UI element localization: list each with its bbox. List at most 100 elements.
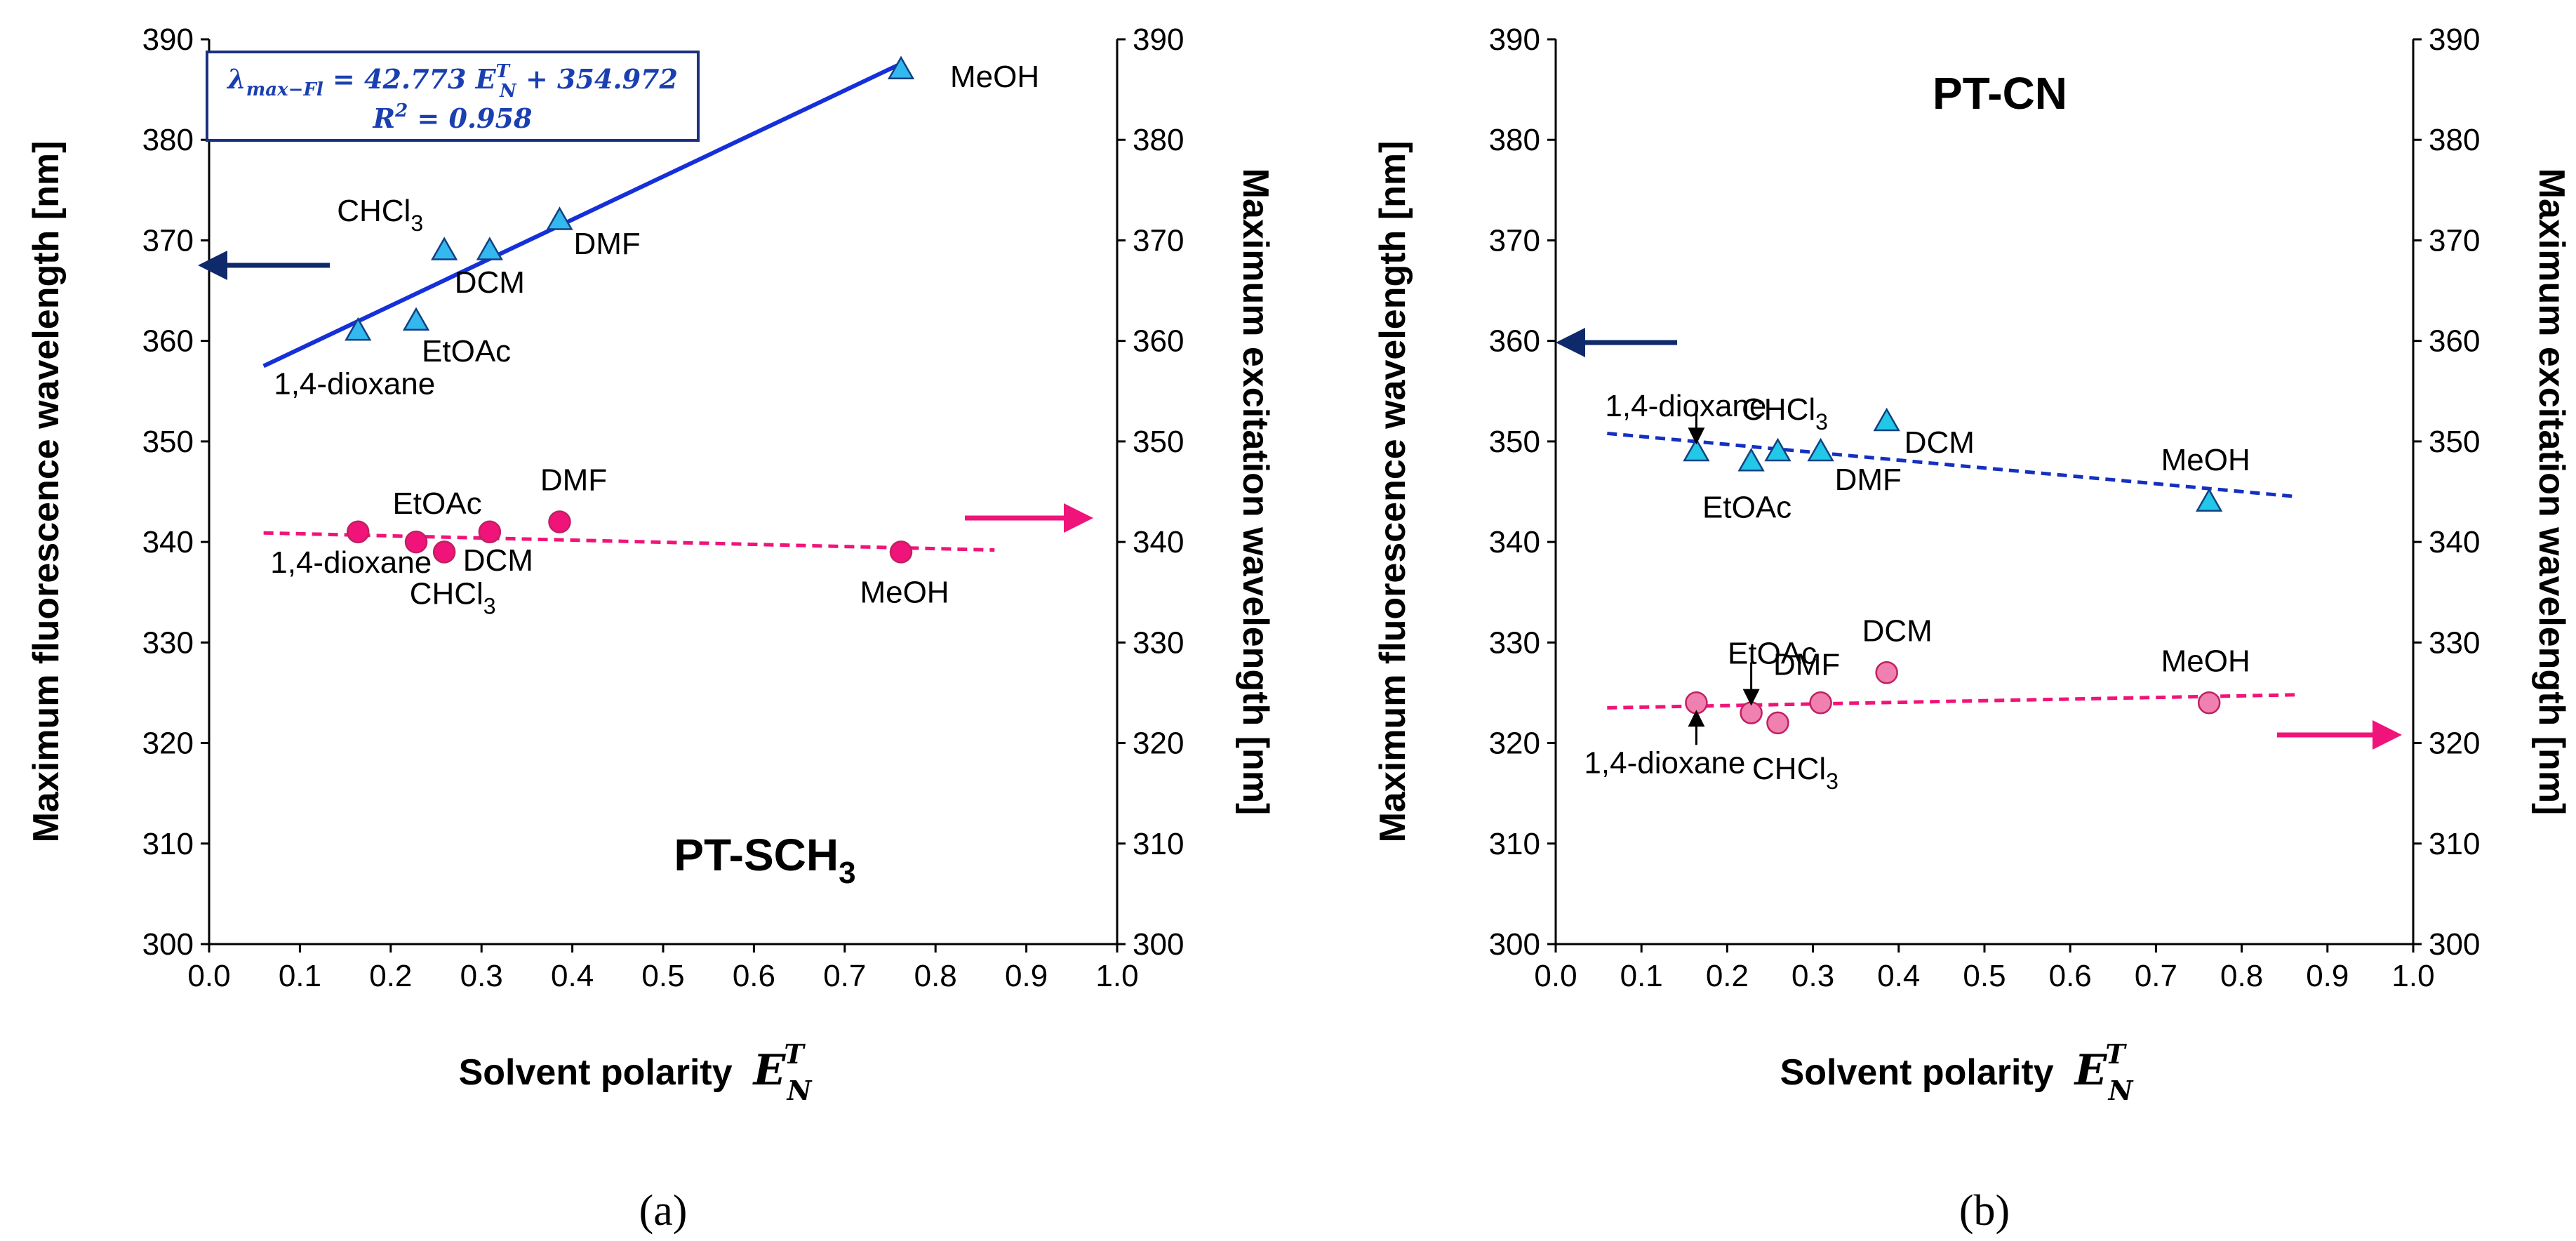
panel-letter: (a)	[639, 1187, 688, 1235]
y-tick-label-left: 370	[1489, 223, 1540, 258]
y-tick-label-right: 330	[1133, 625, 1184, 660]
point-label: MeOH	[950, 60, 1039, 94]
panel-letter: (b)	[1959, 1187, 2010, 1235]
y-tick-label-right: 390	[2429, 22, 2480, 57]
point-label: MeOH	[2161, 443, 2250, 477]
chart-panel-b: 300 300 310 310 320 320 330 330 340 340 350 350 360 3…	[1373, 22, 2572, 1235]
point-label: DMF	[1835, 463, 1902, 497]
point-label: CHCl3	[1752, 752, 1838, 794]
y-tick-label-left: 310	[142, 827, 194, 861]
data-point	[1766, 711, 1789, 735]
y-tick-label-left: 390	[142, 22, 194, 57]
data-point	[1873, 407, 1900, 432]
y-tick-label-left: 340	[1489, 525, 1540, 559]
x-tick-label: 0.7	[823, 959, 866, 993]
x-tick-label: 0.9	[2306, 959, 2349, 993]
panel-title: PT-SCH3	[674, 830, 855, 890]
y-tick-label-left: 360	[1489, 324, 1540, 359]
y-axis-title-left: Maximum fluorescence wavelength [nm]	[1373, 141, 1413, 843]
data-point	[1685, 691, 1708, 715]
point-label: DCM	[1904, 425, 1975, 460]
data-point	[402, 307, 430, 331]
y-tick-label-left: 380	[142, 123, 194, 157]
y-tick-label-right: 390	[1133, 22, 1184, 57]
point-label: DMF	[573, 227, 640, 261]
data-point	[887, 55, 915, 79]
y-tick-label-right: 350	[2429, 425, 2480, 459]
point-label: MeOH	[860, 575, 949, 609]
x-tick-label: 0.0	[187, 959, 230, 993]
x-tick-label: 0.6	[733, 959, 775, 993]
point-label: CHCl3	[410, 576, 496, 618]
point-label: DCM	[455, 265, 525, 300]
y-tick-label-right: 300	[1133, 927, 1184, 962]
y-tick-label-right: 370	[1133, 223, 1184, 258]
y-axis-title-right: Maximum excitation wavelength [nm]	[1235, 168, 1276, 816]
point-label: DMF	[1773, 647, 1840, 682]
point-label: DMF	[540, 463, 607, 497]
data-point	[430, 237, 458, 260]
y-tick-label-right: 310	[1133, 827, 1184, 861]
x-tick-label: 0.7	[2135, 959, 2177, 993]
point-label: CHCl3	[1742, 392, 1828, 434]
x-tick-label: 1.0	[2391, 959, 2434, 993]
y-tick-label-right: 380	[1133, 123, 1184, 157]
y-tick-label-left: 300	[1489, 927, 1540, 962]
chart-panel-a: 300 300 310 310 320 320 330 330 340 340 350 350 360 3…	[26, 22, 1276, 1235]
regression-equation: λmax−Fl = 42.773 ET N + 354.972	[226, 61, 678, 102]
y-tick-label-right: 360	[1133, 324, 1184, 359]
data-point	[1807, 437, 1834, 462]
data-point	[889, 540, 913, 564]
point-label: 1,4-dioxane	[1584, 745, 1745, 780]
point-label: EtOAc	[392, 486, 481, 521]
x-tick-label: 0.3	[1791, 959, 1834, 993]
data-point	[1875, 661, 1898, 684]
x-tick-label: 0.5	[641, 959, 684, 993]
data-point	[1737, 448, 1765, 472]
y-axis-title-left: Maximum fluorescence wavelength [nm]	[26, 141, 67, 843]
y-tick-label-left: 320	[1489, 726, 1540, 761]
data-point	[345, 317, 372, 341]
point-label: 1,4-dioxane	[1605, 389, 1766, 423]
point-label: CHCl3	[337, 194, 423, 236]
x-tick-label: 0.2	[1706, 959, 1749, 993]
x-tick-label: 0.5	[1963, 959, 2006, 993]
x-tick-label: 0.0	[1534, 959, 1577, 993]
y-tick-label-right: 370	[2429, 223, 2480, 258]
data-point	[346, 520, 370, 544]
y-tick-label-right: 320	[1133, 726, 1184, 761]
x-tick-label: 0.8	[2220, 959, 2263, 993]
y-tick-label-left: 380	[1489, 123, 1540, 157]
y-tick-label-left: 330	[1489, 625, 1540, 660]
y-tick-label-right: 340	[1133, 525, 1184, 559]
y-tick-label-left: 340	[142, 525, 194, 559]
x-tick-label: 0.4	[1877, 959, 1920, 993]
x-axis-title: Solvent polarity ET N	[1780, 1038, 2134, 1106]
data-point	[432, 540, 456, 564]
y-tick-label-right: 380	[2429, 123, 2480, 157]
point-label: EtOAc	[1702, 491, 1791, 525]
data-point	[546, 206, 573, 230]
y-tick-label-left: 330	[142, 625, 194, 660]
r-squared: R2 = 0.958	[373, 100, 533, 134]
point-label: DCM	[463, 543, 533, 578]
point-label: DCM	[1862, 613, 1933, 648]
data-point	[476, 237, 503, 260]
point-label: MeOH	[2161, 644, 2250, 678]
point-label: 1,4-dioxane	[274, 366, 435, 401]
y-tick-label-left: 370	[142, 223, 194, 258]
y-tick-label-left: 320	[142, 726, 194, 761]
x-tick-label: 0.1	[279, 959, 321, 993]
y-tick-label-left: 350	[142, 425, 194, 459]
y-tick-label-left: 350	[1489, 425, 1540, 459]
x-tick-label: 0.1	[1620, 959, 1663, 993]
series-excitation: 1,4-dioxane EtOAc CHCl3 DMF DCM MeOH	[1584, 613, 2298, 794]
trend-line	[263, 531, 995, 552]
x-tick-label: 0.6	[2049, 959, 2092, 993]
trend-line	[262, 60, 905, 369]
point-label: EtOAc	[1728, 637, 1817, 671]
